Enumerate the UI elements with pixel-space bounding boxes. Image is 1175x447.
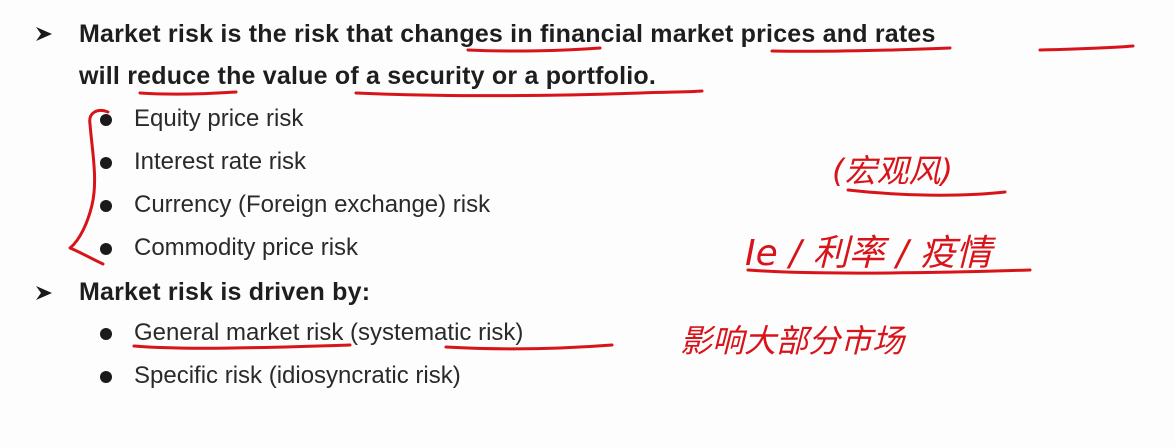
sub-bullet-commodity: Commodity price risk bbox=[134, 234, 359, 261]
bullet-dot bbox=[100, 114, 112, 126]
sub-bullet-currency: Currency (Foreign exchange) risk bbox=[134, 191, 491, 218]
note-affect: 影响大部分市场 bbox=[680, 322, 907, 360]
sub-bullet-equity: Equity price risk bbox=[134, 105, 304, 132]
sub-bullet-general: General market risk (systematic risk) bbox=[134, 319, 524, 346]
arrow-bullet-icon bbox=[36, 27, 52, 41]
arrow-bullet-icon bbox=[36, 286, 52, 300]
underline-rates bbox=[1038, 44, 1135, 52]
sub-bullet-interest: Interest rate risk bbox=[134, 148, 307, 175]
note-macro: (宏观风) bbox=[832, 152, 953, 190]
bullet-dot bbox=[100, 243, 112, 255]
note-factors: Ie / 利率 / 疫情 bbox=[745, 233, 997, 274]
bullet-dot bbox=[100, 200, 112, 212]
main-bullet-1-line-1: Market risk is the risk that changes in … bbox=[79, 20, 936, 48]
bullet-dot bbox=[100, 157, 112, 169]
bullet-dot bbox=[100, 371, 112, 383]
bracket bbox=[68, 109, 110, 266]
underline-factors bbox=[746, 268, 1032, 275]
sub-bullet-specific: Specific risk (idiosyncratic risk) bbox=[134, 362, 461, 389]
bullet-dot bbox=[100, 328, 112, 340]
main-bullet-1-line-2: will reduce the value of a security or a… bbox=[79, 62, 656, 90]
underline-reduce bbox=[138, 90, 238, 96]
underline-value-portfolio bbox=[354, 89, 704, 98]
main-bullet-2: Market risk is driven by: bbox=[79, 278, 371, 306]
underline-macro bbox=[846, 188, 1007, 197]
